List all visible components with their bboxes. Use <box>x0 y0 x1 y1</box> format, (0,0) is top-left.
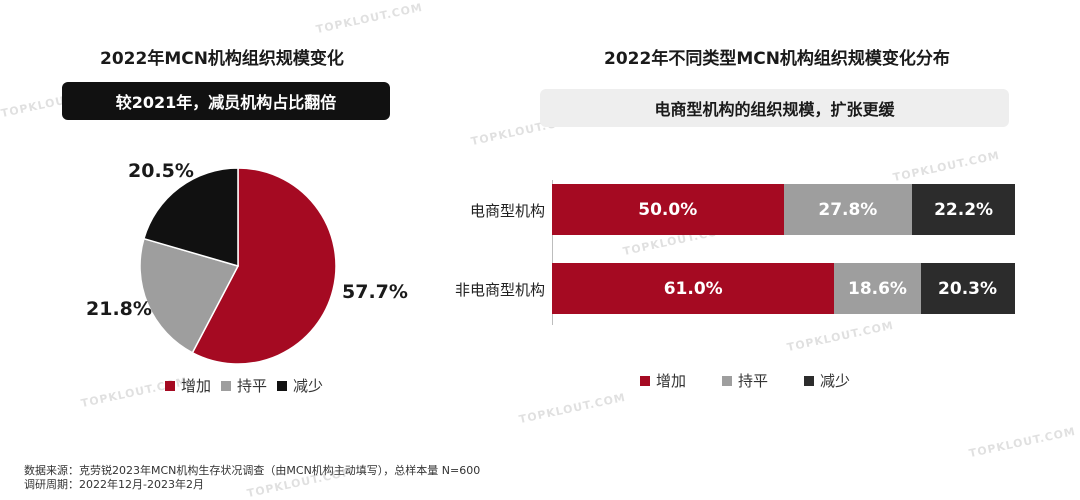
bar-value-label: 22.2% <box>934 199 994 220</box>
bar-segment: 18.6% <box>834 263 921 314</box>
legend-swatch-increase <box>640 375 650 386</box>
bar-category-label-non-ecommerce: 非电商型机构 <box>455 281 546 299</box>
watermark: TOPKLOUT.COM <box>891 148 1001 185</box>
legend-item-increase: 增加 <box>165 375 211 396</box>
bar-segment: 20.3% <box>920 263 1015 314</box>
watermark: TOPKLOUT.COM <box>967 424 1077 461</box>
watermark: TOPKLOUT.COM <box>314 0 424 37</box>
bar-segment: 22.2% <box>912 184 1015 235</box>
pie-chart <box>139 167 337 365</box>
bar-axis-line <box>552 180 553 325</box>
bar-row-non-ecommerce: 61.0% 18.6% 20.3% <box>552 263 1015 314</box>
legend-item-increase: 增加 <box>640 370 686 391</box>
legend-item-flat: 持平 <box>221 375 267 396</box>
watermark: TOPKLOUT.COM <box>785 318 895 355</box>
footer-period: 调研周期：2022年12月-2023年2月 <box>24 478 204 491</box>
left-banner: 较2021年，减员机构占比翻倍 <box>62 82 390 120</box>
stacked-bar-chart: 50.0% 27.8% 22.2% 61.0% 18.6% 20.3% <box>552 184 1015 314</box>
legend-item-decrease: 减少 <box>277 375 323 396</box>
pie-slice-flat <box>139 237 240 354</box>
bar-category-label-ecommerce: 电商型机构 <box>470 202 546 220</box>
bar-value-label: 61.0% <box>663 278 723 299</box>
pie-slice-increase <box>191 167 337 365</box>
legend-label-flat: 持平 <box>237 377 268 395</box>
watermark: TOPKLOUT.COM <box>517 390 627 427</box>
bar-row-ecommerce: 50.0% 27.8% 22.2% <box>552 184 1015 235</box>
footer-source: 数据来源：克劳锐2023年MCN机构生存状况调查（由MCN机构主动填写），总样本… <box>24 464 481 477</box>
bar-segment: 50.0% <box>552 184 784 235</box>
legend-label-decrease: 减少 <box>293 377 324 395</box>
bar-value-label: 18.6% <box>847 278 907 299</box>
legend-label-decrease: 减少 <box>820 372 851 390</box>
legend-swatch-flat <box>722 375 733 386</box>
pie-value-label-increase: 57.7% <box>342 281 408 303</box>
pie-value-label-flat: 21.8% <box>86 298 152 320</box>
bar-value-label: 20.3% <box>938 278 998 299</box>
pie-slice-decrease <box>142 167 239 267</box>
legend-item-decrease: 减少 <box>804 370 850 391</box>
pie-legend: 增加 持平 减少 <box>165 375 333 396</box>
bar-value-label: 27.8% <box>818 199 878 220</box>
legend-label-increase: 增加 <box>656 372 687 390</box>
bar-segment: 61.0% <box>552 263 835 314</box>
legend-swatch-decrease <box>804 375 815 386</box>
left-chart-title: 2022年MCN机构组织规模变化 <box>100 49 344 69</box>
legend-swatch-increase <box>165 380 175 391</box>
right-banner: 电商型机构的组织规模，扩张更缓 <box>540 89 1009 127</box>
legend-label-flat: 持平 <box>738 372 769 390</box>
legend-swatch-flat <box>221 380 232 391</box>
bar-value-label: 50.0% <box>638 199 698 220</box>
bar-segment: 27.8% <box>783 184 913 235</box>
legend-item-flat: 持平 <box>722 370 768 391</box>
bar-legend: 增加 持平 减少 <box>640 370 886 391</box>
pie-value-label-decrease: 20.5% <box>128 160 194 182</box>
right-chart-title: 2022年不同类型MCN机构组织规模变化分布 <box>604 49 950 69</box>
legend-label-increase: 增加 <box>181 377 212 395</box>
legend-swatch-decrease <box>277 380 288 391</box>
